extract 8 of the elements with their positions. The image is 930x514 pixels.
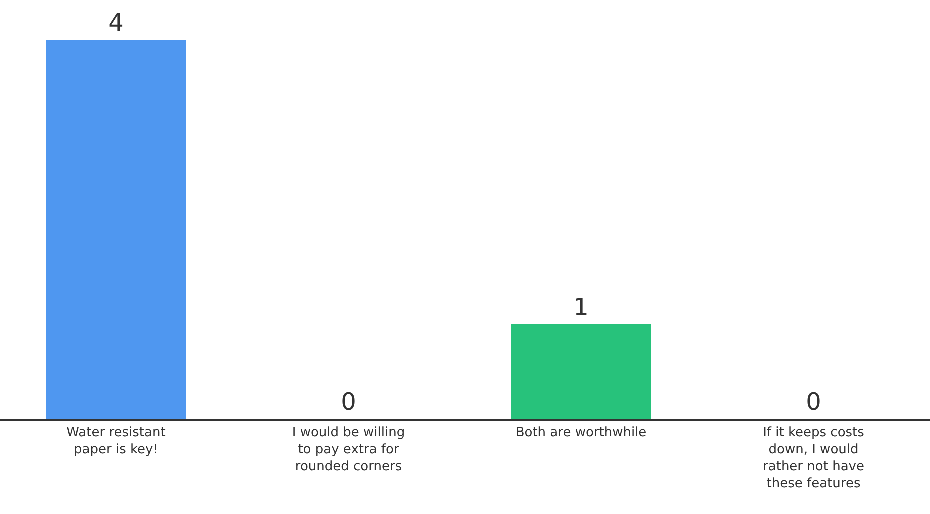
data-label: 0 xyxy=(806,388,822,416)
data-label: 0 xyxy=(341,388,356,416)
x-tick-label: Water resistant paper is key! xyxy=(66,426,166,458)
x-tick-label: I would be willing to pay extra for rounded corners xyxy=(292,426,406,474)
data-label: 1 xyxy=(574,293,589,322)
x-tick-label: Both are worthwhile xyxy=(516,426,647,441)
x-tick-label: If it keeps costs down, I would rather not have these features xyxy=(763,426,865,492)
data-label: 4 xyxy=(108,9,124,37)
